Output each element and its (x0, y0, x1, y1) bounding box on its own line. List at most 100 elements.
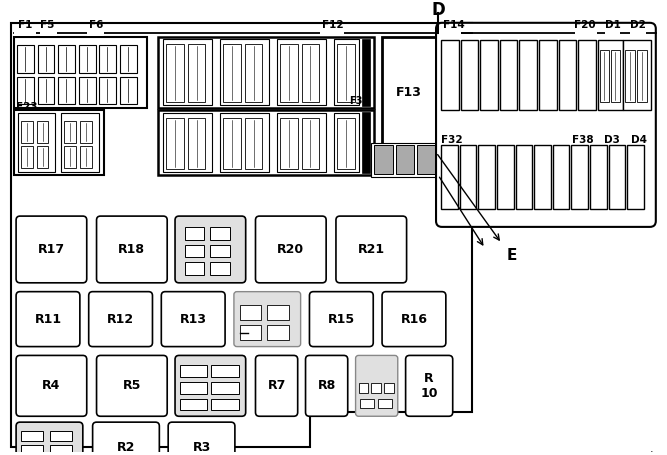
Text: D1: D1 (605, 20, 620, 30)
Bar (590, 146, 607, 209)
Bar (158, 110, 374, 175)
Bar (210, 244, 230, 258)
Text: F38: F38 (572, 135, 594, 145)
Bar (99, 77, 116, 104)
Bar (87, 30, 105, 35)
Bar (14, 36, 147, 108)
Bar (21, 121, 33, 142)
Bar (628, 146, 644, 209)
Bar (334, 113, 359, 172)
FancyBboxPatch shape (16, 422, 83, 455)
Bar (166, 118, 184, 169)
Text: R11: R11 (35, 313, 61, 326)
Bar (163, 113, 212, 172)
Bar (223, 45, 241, 102)
FancyBboxPatch shape (175, 355, 245, 416)
Bar (166, 45, 184, 102)
Bar (626, 51, 635, 102)
Bar (51, 431, 72, 441)
Text: R2: R2 (117, 441, 135, 454)
Bar (516, 146, 532, 209)
Bar (374, 146, 393, 174)
Bar (460, 146, 476, 209)
Bar (14, 110, 105, 175)
Bar (553, 146, 570, 209)
Text: D: D (431, 1, 445, 19)
Bar (446, 127, 460, 135)
Bar (576, 30, 597, 35)
Bar (17, 46, 34, 73)
Bar (21, 431, 43, 441)
Bar (163, 40, 212, 105)
Bar (378, 399, 392, 409)
Bar (470, 61, 504, 110)
Bar (280, 118, 297, 169)
Bar (211, 382, 239, 394)
Bar (79, 46, 95, 73)
Bar (474, 67, 500, 102)
Bar (37, 121, 49, 142)
Bar (58, 77, 75, 104)
Bar (185, 262, 205, 275)
Bar (277, 113, 326, 172)
FancyBboxPatch shape (255, 216, 326, 283)
FancyBboxPatch shape (305, 355, 348, 416)
Text: R5: R5 (123, 379, 141, 392)
Text: F20: F20 (574, 20, 596, 30)
Bar (439, 30, 460, 35)
Bar (280, 45, 297, 102)
Text: R
10: R 10 (420, 372, 438, 400)
Bar (120, 77, 137, 104)
Bar (359, 383, 368, 393)
Bar (360, 399, 374, 409)
Bar (396, 146, 414, 174)
Bar (539, 40, 557, 110)
FancyBboxPatch shape (234, 292, 301, 347)
Bar (500, 40, 518, 110)
Bar (438, 43, 468, 68)
FancyBboxPatch shape (161, 292, 225, 347)
Bar (438, 70, 468, 95)
Text: R20: R20 (277, 243, 304, 256)
Bar (37, 77, 54, 104)
Bar (39, 30, 57, 35)
Bar (14, 30, 36, 35)
Bar (240, 305, 261, 320)
Text: R16: R16 (400, 313, 428, 326)
Text: F12: F12 (322, 20, 344, 30)
Bar (600, 51, 609, 102)
Bar (441, 146, 458, 209)
Bar (220, 113, 269, 172)
Bar (534, 146, 551, 209)
Text: R18: R18 (118, 243, 145, 256)
Bar (21, 445, 43, 455)
Bar (267, 325, 289, 340)
Bar (362, 39, 370, 106)
Text: F1: F1 (18, 20, 33, 30)
FancyBboxPatch shape (93, 422, 159, 455)
Bar (418, 146, 436, 174)
Bar (185, 244, 205, 258)
Bar (188, 118, 205, 169)
Bar (578, 40, 596, 110)
FancyBboxPatch shape (97, 355, 167, 416)
Bar (185, 227, 205, 240)
Bar (210, 227, 230, 240)
Text: F32: F32 (441, 135, 462, 145)
FancyBboxPatch shape (382, 292, 446, 347)
Bar (58, 46, 75, 73)
Bar (223, 118, 241, 169)
Bar (61, 113, 99, 172)
Bar (320, 30, 344, 35)
Bar (180, 382, 207, 394)
Bar (460, 40, 478, 110)
Bar (441, 40, 459, 110)
FancyBboxPatch shape (406, 355, 453, 416)
Bar (624, 40, 651, 110)
Text: F31: F31 (350, 96, 370, 106)
Text: F14: F14 (443, 20, 465, 30)
Bar (478, 146, 495, 209)
FancyBboxPatch shape (356, 355, 398, 416)
Bar (21, 147, 33, 168)
FancyBboxPatch shape (309, 292, 374, 347)
